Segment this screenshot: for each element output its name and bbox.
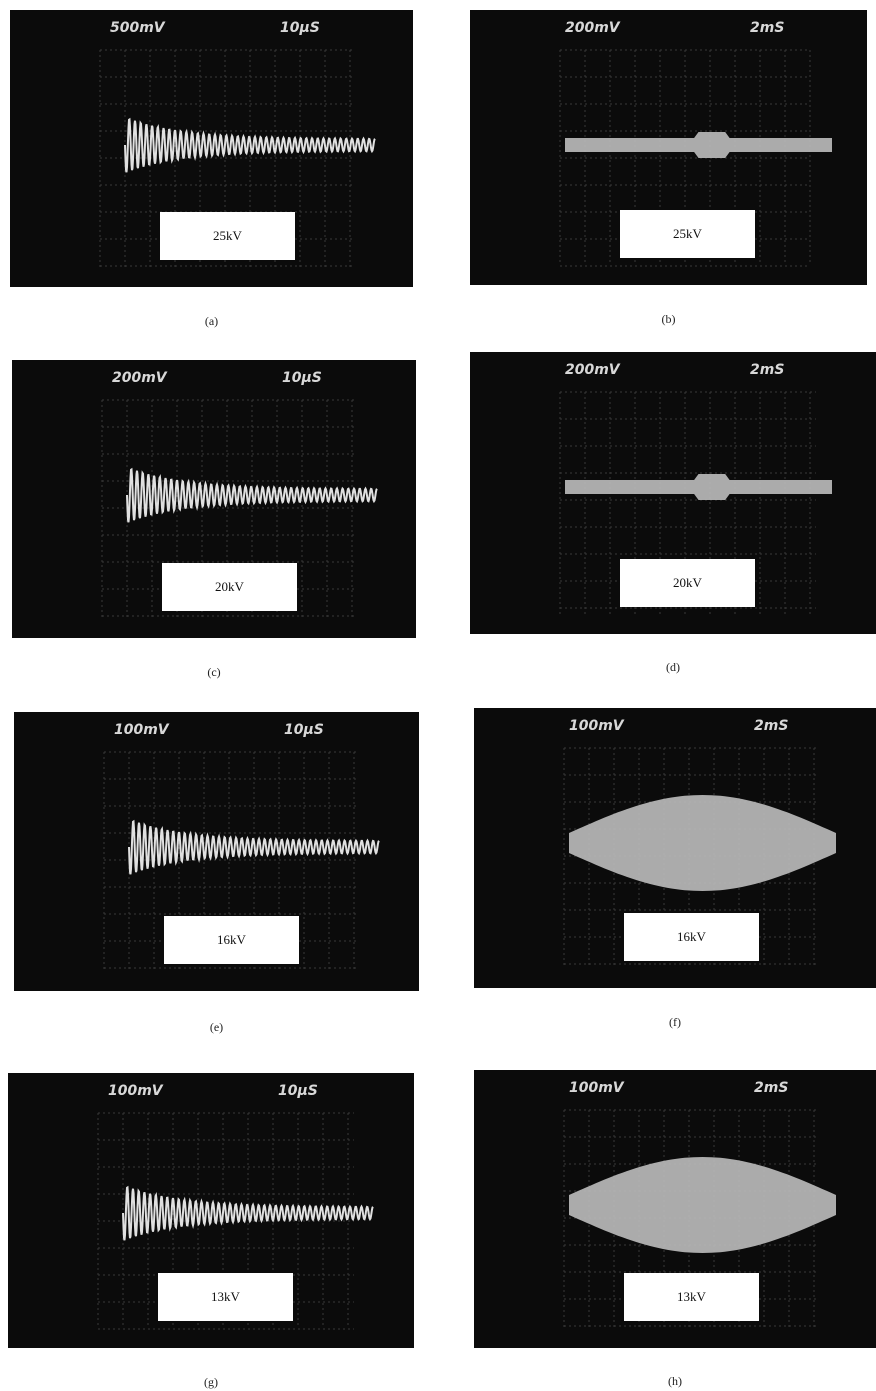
voltage-box: 13kV bbox=[624, 1273, 759, 1321]
voltage-box: 16kV bbox=[624, 913, 759, 961]
oscillogram: 100mV 10μS 13kV bbox=[8, 1073, 414, 1348]
oscillogram: 500mV 10μS 25kV bbox=[10, 10, 413, 287]
oscillogram: 200mV 2mS 20kV bbox=[470, 352, 876, 634]
volts-label: 500mV bbox=[110, 20, 165, 36]
caption: (b) bbox=[639, 312, 699, 327]
voltage-box: 20kV bbox=[162, 563, 297, 611]
caption: (f) bbox=[645, 1015, 705, 1030]
oscillogram: 100mV 2mS 13kV bbox=[474, 1070, 876, 1348]
volts-label: 200mV bbox=[112, 370, 167, 386]
volts-label: 200mV bbox=[565, 20, 620, 36]
caption: (g) bbox=[181, 1375, 241, 1390]
voltage-box: 13kV bbox=[158, 1273, 293, 1321]
trace bbox=[123, 1188, 373, 1241]
trace bbox=[565, 474, 832, 500]
time-label: 2mS bbox=[754, 1080, 788, 1096]
trace bbox=[565, 132, 832, 158]
caption: (c) bbox=[184, 665, 244, 680]
voltage-box: 20kV bbox=[620, 559, 755, 607]
voltage-box: 25kV bbox=[160, 212, 295, 260]
volts-label: 200mV bbox=[565, 362, 620, 378]
trace bbox=[569, 1157, 836, 1253]
oscillogram: 200mV 2mS 25kV bbox=[470, 10, 867, 285]
time-label: 2mS bbox=[750, 20, 784, 36]
time-label: 2mS bbox=[750, 362, 784, 378]
caption: (e) bbox=[187, 1020, 247, 1035]
page: 500mV 10μS 25kV (a) 200mV 2mS 25kV (b) 200mV 10μS… bbox=[0, 0, 876, 1391]
time-label: 10μS bbox=[280, 20, 320, 36]
oscillogram: 100mV 2mS 16kV bbox=[474, 708, 876, 988]
oscillogram: 100mV 10μS 16kV bbox=[14, 712, 419, 991]
volts-label: 100mV bbox=[114, 722, 169, 738]
caption: (a) bbox=[182, 314, 242, 329]
volts-label: 100mV bbox=[569, 1080, 624, 1096]
time-label: 10μS bbox=[278, 1083, 318, 1099]
trace bbox=[569, 795, 836, 891]
trace bbox=[125, 120, 375, 173]
oscillogram: 200mV 10μS 20kV bbox=[12, 360, 416, 638]
trace bbox=[127, 470, 377, 523]
volts-label: 100mV bbox=[569, 718, 624, 734]
time-label: 10μS bbox=[282, 370, 322, 386]
trace bbox=[129, 822, 379, 875]
caption: (d) bbox=[643, 660, 703, 675]
caption: (h) bbox=[645, 1374, 705, 1389]
volts-label: 100mV bbox=[108, 1083, 163, 1099]
voltage-box: 16kV bbox=[164, 916, 299, 964]
time-label: 10μS bbox=[284, 722, 324, 738]
time-label: 2mS bbox=[754, 718, 788, 734]
voltage-box: 25kV bbox=[620, 210, 755, 258]
